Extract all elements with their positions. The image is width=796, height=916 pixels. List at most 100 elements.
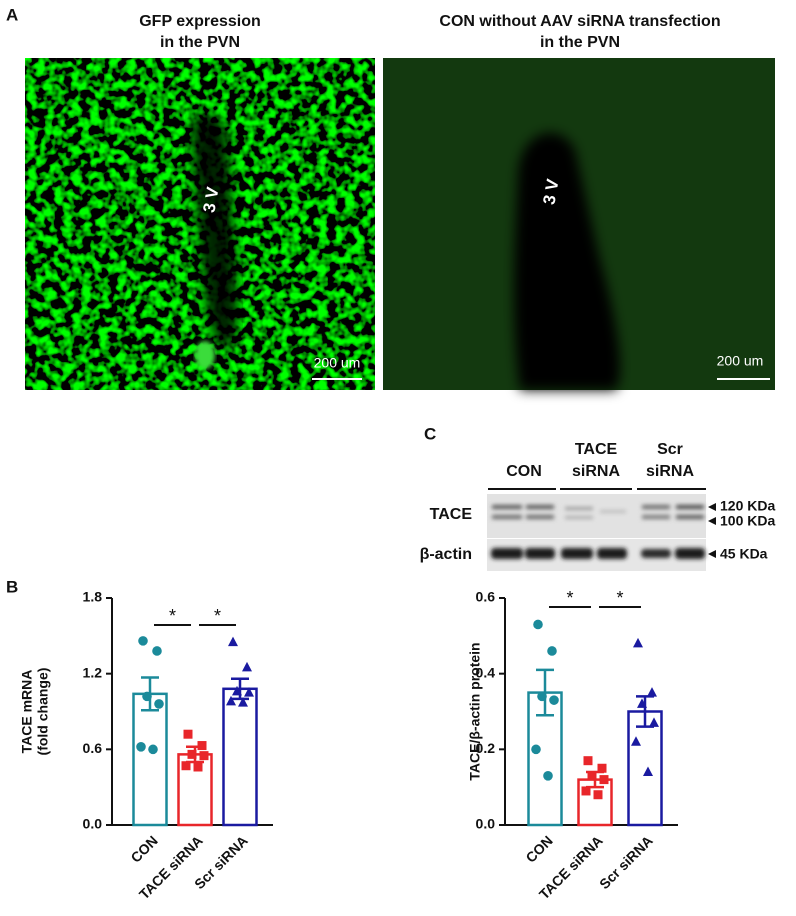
y-tick-label: 1.8 bbox=[83, 589, 103, 605]
blot-group-label: CON bbox=[506, 463, 542, 480]
band bbox=[642, 515, 670, 519]
image-title: GFP expression bbox=[139, 13, 261, 30]
y-tick-label: 0.0 bbox=[476, 816, 496, 832]
panel-label: C bbox=[424, 424, 436, 443]
data-point bbox=[154, 699, 164, 709]
panel-label: A bbox=[6, 5, 18, 24]
image-title: in the PVN bbox=[540, 34, 620, 51]
scale-bar-label: 200 um bbox=[717, 353, 764, 369]
band bbox=[642, 505, 670, 509]
ventricle bbox=[190, 114, 239, 349]
y-tick-label: 0.2 bbox=[476, 740, 496, 756]
data-point bbox=[647, 687, 657, 697]
bar bbox=[627, 710, 663, 827]
data-point bbox=[537, 691, 547, 702]
image-title: CON without AAV siRNA transfection bbox=[439, 13, 720, 30]
data-point bbox=[183, 729, 193, 739]
y-axis-label: TACE mRNA bbox=[19, 670, 35, 754]
ventricle-label: 3 V bbox=[539, 177, 562, 206]
data-point bbox=[631, 736, 641, 746]
data-point bbox=[181, 761, 191, 771]
data-point bbox=[199, 751, 209, 761]
gfp-cluster bbox=[195, 341, 215, 369]
data-point bbox=[581, 786, 591, 796]
data-point bbox=[152, 646, 162, 656]
data-point bbox=[244, 687, 254, 697]
band bbox=[565, 507, 593, 510]
band bbox=[565, 516, 593, 519]
y-tick-label: 1.2 bbox=[83, 664, 103, 680]
bands bbox=[491, 505, 705, 559]
significance-label: * bbox=[566, 588, 573, 608]
significance-label: * bbox=[169, 606, 176, 626]
band bbox=[675, 548, 705, 559]
data-point bbox=[633, 637, 643, 648]
y-axis-label: (fold change) bbox=[35, 668, 51, 756]
band bbox=[597, 548, 627, 559]
data-point bbox=[533, 619, 543, 630]
data-point bbox=[597, 763, 607, 773]
bar bbox=[222, 687, 258, 827]
image-title: in the PVN bbox=[160, 34, 240, 51]
y-tick-label: 0.6 bbox=[83, 740, 103, 756]
western-blot: CON TACE siRNA Scr siRNA T bbox=[420, 441, 775, 571]
band bbox=[491, 548, 523, 559]
data-point bbox=[136, 742, 146, 752]
data-point bbox=[531, 744, 541, 755]
data-point bbox=[587, 771, 597, 781]
band bbox=[525, 548, 555, 559]
data-point bbox=[148, 744, 158, 755]
blot-row-label: β-actin bbox=[420, 546, 472, 563]
significance-label: * bbox=[214, 606, 221, 626]
scale-bar-label: 200 um bbox=[314, 355, 361, 371]
data-point bbox=[593, 790, 603, 800]
data-point bbox=[242, 661, 252, 672]
x-tick-label: Scr siRNA bbox=[596, 832, 656, 892]
blot-group-label: TACE bbox=[575, 441, 618, 458]
bar bbox=[132, 692, 168, 827]
band-arrow bbox=[708, 503, 716, 558]
y-tick-label: 0.0 bbox=[83, 816, 103, 832]
band bbox=[676, 515, 704, 519]
band bbox=[492, 515, 522, 519]
data-point bbox=[549, 695, 559, 705]
x-tick-label: CON bbox=[127, 832, 160, 865]
size-marker: 45 KDa bbox=[720, 546, 768, 562]
band bbox=[526, 505, 554, 509]
data-point bbox=[197, 741, 207, 751]
data-point bbox=[187, 749, 197, 759]
data-point bbox=[193, 762, 203, 772]
data-point bbox=[543, 771, 553, 781]
y-tick-label: 0.4 bbox=[476, 664, 496, 680]
ventricle bbox=[514, 132, 620, 390]
x-tick-label: CON bbox=[522, 832, 555, 865]
data-point bbox=[637, 698, 647, 708]
size-marker: 120 KDa bbox=[720, 498, 775, 514]
blot-group-label: Scr bbox=[657, 441, 683, 458]
data-point bbox=[649, 717, 659, 727]
ventricle-label: 3 V bbox=[199, 185, 222, 214]
data-point bbox=[547, 646, 557, 656]
y-tick-label: 0.6 bbox=[476, 589, 496, 605]
blot-group-label: siRNA bbox=[646, 463, 694, 480]
size-marker: 100 KDa bbox=[720, 513, 775, 529]
micrograph: 3 V 200 um bbox=[25, 58, 375, 390]
band bbox=[600, 510, 626, 513]
significance-label: * bbox=[616, 588, 623, 608]
micrograph: 3 V 200 um bbox=[383, 58, 775, 390]
blot-group-label: siRNA bbox=[572, 463, 620, 480]
data-point bbox=[228, 636, 238, 647]
band bbox=[492, 505, 522, 509]
data-point bbox=[599, 775, 609, 785]
data-point bbox=[643, 766, 653, 777]
band bbox=[676, 505, 704, 509]
data-point bbox=[142, 691, 152, 702]
band bbox=[526, 515, 554, 519]
y-axis-label: TACE/β-actin protein bbox=[467, 642, 483, 780]
panel-label: B bbox=[6, 577, 18, 596]
data-point bbox=[232, 685, 242, 696]
blot-row-label: TACE bbox=[430, 506, 473, 523]
band bbox=[561, 548, 593, 559]
data-point bbox=[138, 636, 148, 646]
